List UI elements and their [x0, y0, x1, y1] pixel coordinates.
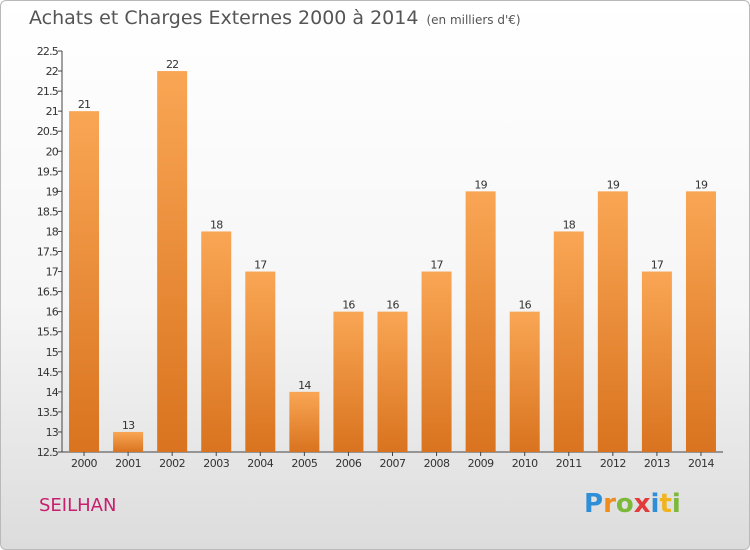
- bar-2009: [465, 191, 496, 452]
- data-label-2010: 16: [518, 299, 531, 312]
- data-label-2004: 17: [254, 259, 267, 272]
- x-tick-label: 2007: [380, 457, 406, 470]
- chart-subtitle: (en milliers d'€): [426, 13, 521, 27]
- y-tick-label: 17.5: [37, 246, 59, 259]
- data-labels: 21 13 22 18 17 14 16 16 17 19 16 18 19 17 19: [78, 58, 709, 432]
- data-label-2007: 16: [386, 299, 399, 312]
- x-tick-label: 2003: [203, 457, 229, 470]
- commune-name: SEILHAN: [39, 495, 117, 516]
- y-tick-label: 17: [46, 266, 59, 279]
- logo-letter: o: [615, 489, 634, 519]
- bar-2011: [553, 231, 584, 452]
- data-label-2000: 21: [78, 98, 90, 111]
- x-tick-label: 2002: [159, 457, 185, 470]
- data-label-2006: 16: [342, 299, 355, 312]
- chart-title-text: Achats et Charges Externes 2000 à 2014: [29, 7, 419, 29]
- y-tick-label: 20.5: [37, 125, 59, 138]
- y-axis: 12.5 13 13.5 14 14.5 15 15.5 16 16.5 17 17.5 18 18.5…: [37, 45, 63, 459]
- bar-2013: [641, 271, 672, 452]
- y-tick-label: 16.5: [37, 286, 59, 299]
- bar-2008: [421, 271, 452, 452]
- logo-letter: x: [633, 489, 651, 519]
- y-tick-label: 19: [46, 185, 59, 198]
- data-label-2011: 18: [563, 218, 576, 231]
- data-label-2014: 19: [695, 178, 708, 191]
- y-tick-label: 22: [46, 65, 58, 78]
- bar-2010: [509, 311, 540, 452]
- x-tick-label: 2006: [335, 457, 361, 470]
- logo-letter: r: [603, 489, 616, 519]
- logo-letter: i: [671, 489, 681, 519]
- x-tick-label: 2013: [644, 457, 670, 470]
- y-tick-label: 16: [46, 306, 59, 319]
- y-tick-label: 18: [46, 225, 59, 238]
- bar-2001: [113, 431, 144, 452]
- logo-letter: t: [659, 489, 672, 519]
- y-tick-label: 13.5: [37, 406, 59, 419]
- y-tick-label: 19.5: [37, 165, 59, 178]
- y-tick-label: 21.5: [37, 85, 59, 98]
- y-tick-label: 13: [46, 426, 59, 439]
- bar-2004: [245, 271, 276, 452]
- y-tick-label: 21: [46, 105, 58, 118]
- y-tick-label: 12.5: [37, 446, 59, 459]
- x-tick-label: 2005: [291, 457, 317, 470]
- bar-2007: [377, 311, 408, 452]
- x-tick-label: 2008: [424, 457, 450, 470]
- bar-2005: [289, 391, 320, 452]
- bar-2003: [201, 231, 232, 452]
- data-label-2009: 19: [474, 178, 487, 191]
- logo-letter: P: [584, 489, 604, 519]
- x-tick-label: 2004: [247, 457, 273, 470]
- data-label-2012: 19: [607, 178, 620, 191]
- y-tick-label: 14: [46, 386, 59, 399]
- x-axis: 2000 2001 2002 2003 2004 2005 2006 2007 2008 2009…: [62, 451, 723, 470]
- y-tick-label: 22.5: [37, 45, 59, 58]
- bar-2002: [157, 71, 188, 453]
- chart-title: Achats et Charges Externes 2000 à 2014 (e…: [29, 7, 521, 29]
- y-tick-label: 15: [46, 346, 59, 359]
- x-tick-label: 2014: [688, 457, 714, 470]
- data-label-2001: 13: [122, 419, 135, 432]
- y-tick-label: 15.5: [37, 326, 59, 339]
- bar-2012: [597, 191, 628, 452]
- bar-2014: [685, 191, 716, 452]
- y-tick-label: 20: [46, 145, 59, 158]
- bar-2006: [333, 311, 364, 452]
- logo-letter: i: [650, 489, 660, 519]
- y-tick-label: 18.5: [37, 205, 59, 218]
- x-tick-label: 2012: [600, 457, 626, 470]
- x-tick-label: 2000: [71, 457, 97, 470]
- x-tick-label: 2011: [556, 457, 582, 470]
- proxiti-logo[interactable]: Proxiti: [584, 489, 681, 519]
- y-tick-label: 14.5: [37, 366, 59, 379]
- data-label-2002: 22: [166, 58, 178, 71]
- x-tick-label: 2010: [512, 457, 538, 470]
- bars: [69, 71, 716, 453]
- x-tick-label: 2001: [115, 457, 141, 470]
- data-label-2008: 17: [430, 259, 443, 272]
- x-tick-label: 2009: [468, 457, 494, 470]
- data-label-2003: 18: [210, 218, 223, 231]
- data-label-2013: 17: [651, 259, 664, 272]
- data-label-2005: 14: [298, 379, 311, 392]
- bar-2000: [69, 111, 100, 453]
